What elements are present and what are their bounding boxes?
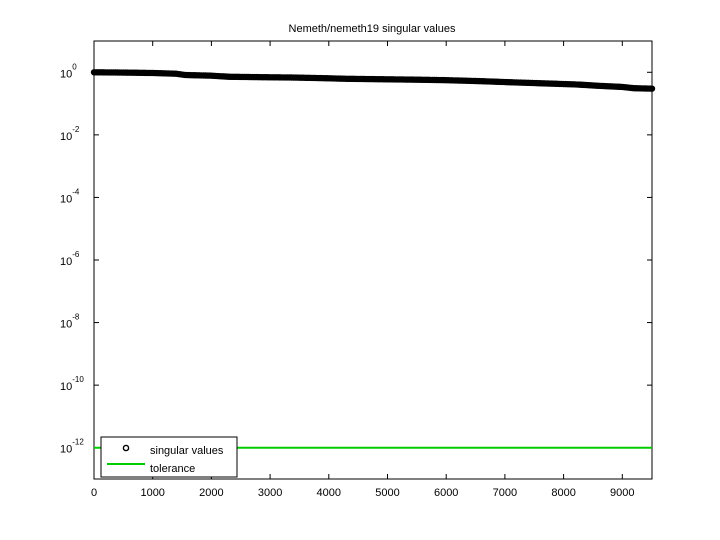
x-axis: 0 1000 2000 3000 4000 5000 6000 7000 8000 9000: [91, 41, 635, 499]
plot-area-frame: [93, 40, 653, 480]
y-tick-label: 10-2: [60, 125, 80, 143]
legend-label-tolerance: tolerance: [150, 463, 195, 475]
y-tick-label: 100: [60, 62, 77, 80]
y-tick-label: 10-8: [60, 313, 80, 331]
x-tick-label: 2000: [199, 487, 223, 499]
x-tick-label: 6000: [434, 487, 458, 499]
legend: singular values tolerance: [100, 436, 238, 478]
y-tick-label: 10-4: [60, 187, 80, 205]
x-tick-label: 4000: [317, 487, 341, 499]
singular-values-series: [90, 69, 656, 92]
x-tick-label: 8000: [551, 487, 575, 499]
x-tick-label: 5000: [375, 487, 399, 499]
y-tick-label: 10-12: [60, 438, 84, 456]
legend-marker-singular-values: [122, 444, 130, 452]
data-point: [646, 85, 654, 92]
legend-box: [100, 436, 238, 478]
y-tick-label: 10-10: [60, 375, 84, 393]
y-tick-label: 10-6: [60, 250, 80, 268]
legend-label-singular-values: singular values: [150, 445, 224, 457]
chart-title: Nemeth/nemeth19 singular values: [289, 23, 456, 35]
x-tick-label: 3000: [258, 487, 282, 499]
x-tick-label: 1000: [140, 487, 164, 499]
x-tick-label: 0: [91, 487, 97, 499]
y-axis: 100 10-2 10-4 10-6 10-8 10-10 10-12: [60, 62, 652, 456]
x-tick-label: 9000: [610, 487, 634, 499]
x-tick-label: 7000: [493, 487, 517, 499]
